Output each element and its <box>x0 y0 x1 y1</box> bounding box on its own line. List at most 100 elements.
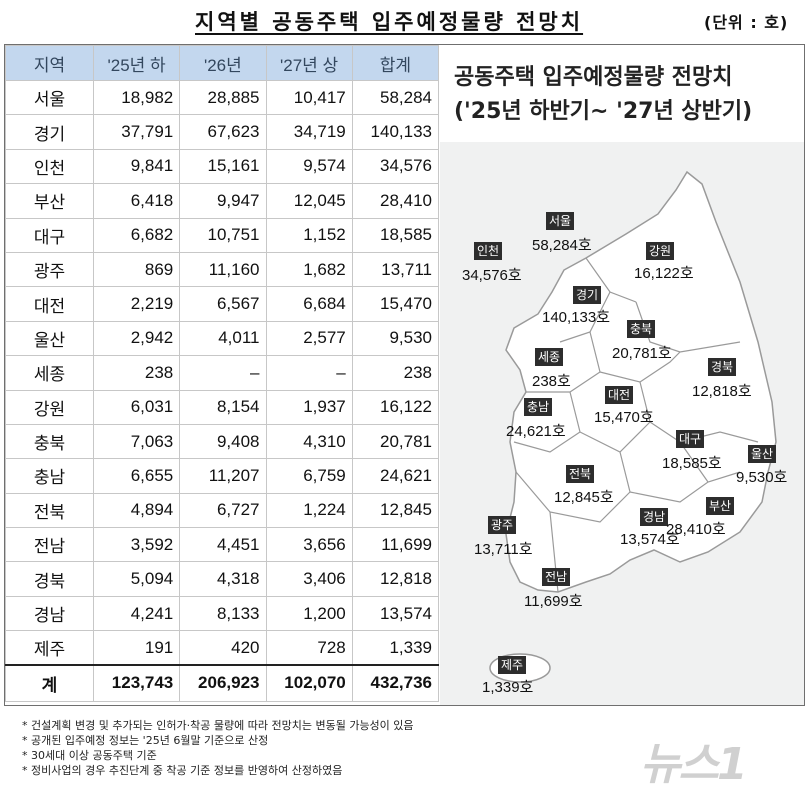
map-region-value: 13,711호 <box>474 541 533 558</box>
cell-value: 12,045 <box>265 183 353 219</box>
cell-value: 18,982 <box>92 79 181 116</box>
cell-value: 28,885 <box>179 79 267 116</box>
cell-value: 6,684 <box>265 286 353 322</box>
cell-region: 대구 <box>5 217 94 253</box>
cell-region: 경남 <box>5 595 94 632</box>
cell-value: 869 <box>92 251 181 288</box>
cell-value: 1,339 <box>351 630 440 666</box>
cell-region: 광주 <box>5 251 94 288</box>
cell-value: 20,781 <box>351 423 440 460</box>
cell-value: 9,947 <box>179 183 267 219</box>
cell-value: 4,241 <box>92 595 181 632</box>
table-row: 충남 6,655 11,207 6,759 24,621 <box>5 458 440 494</box>
table-row: 전북 4,894 6,727 1,224 12,845 <box>5 492 440 529</box>
cell-value: 34,719 <box>265 114 353 150</box>
map-region-label: 광주 <box>488 516 517 534</box>
map-region-label: 전북 <box>566 465 595 483</box>
map-region-value: 13,574호 <box>620 531 680 548</box>
cell-value: 2,219 <box>92 286 181 322</box>
cell-value: 9,574 <box>265 148 353 185</box>
table-total-row: 계 123,743 206,923 102,070 432,736 <box>5 664 440 702</box>
cell-value: 16,122 <box>351 389 440 425</box>
header-s27: '27년 상 <box>265 45 353 81</box>
map-region-label: 경남 <box>640 508 669 526</box>
map-region-label: 대전 <box>605 386 634 404</box>
map-region-label: 경북 <box>708 358 737 376</box>
cell-value: 9,530 <box>351 320 440 357</box>
cell-region: 계 <box>5 664 94 702</box>
cell-value: 1,224 <box>265 492 353 529</box>
cell-value: 191 <box>92 630 181 666</box>
cell-value: 12,845 <box>351 492 440 529</box>
cell-value: 3,406 <box>265 561 353 597</box>
cell-value: 6,655 <box>92 458 181 494</box>
map-region-label: 전남 <box>542 568 571 586</box>
cell-value: 11,207 <box>179 458 267 494</box>
cell-value: 67,623 <box>179 114 267 150</box>
cell-region: 강원 <box>5 389 94 425</box>
map-region-value: 15,470호 <box>594 409 654 426</box>
map-region-value: 12,818호 <box>692 383 752 400</box>
table-row: 경남 4,241 8,133 1,200 13,574 <box>5 595 440 632</box>
table-row: 대구 6,682 10,751 1,152 18,585 <box>5 217 440 253</box>
cell-value: 1,682 <box>265 251 353 288</box>
table-row: 충북 7,063 9,408 4,310 20,781 <box>5 423 440 460</box>
table-row: 인천 9,841 15,161 9,574 34,576 <box>5 148 440 185</box>
cell-value: 4,011 <box>179 320 267 357</box>
cell-value: 37,791 <box>92 114 181 150</box>
map-region-value: 16,122호 <box>634 265 694 282</box>
unit-label: (단위 : 호) <box>704 13 789 32</box>
table-row: 세종 238– –238 <box>5 355 440 391</box>
table-row: 경기 37,791 67,623 34,719 140,133 <box>5 114 440 150</box>
map-title: 공동주택 입주예정물량 전망치 <box>454 65 733 90</box>
table-row: 강원 6,031 8,154 1,937 16,122 <box>5 389 440 425</box>
header-y26: '26년 <box>179 45 267 81</box>
cell-value: 3,656 <box>265 527 353 563</box>
cell-value: 10,751 <box>179 217 267 253</box>
cell-value: 6,031 <box>92 389 181 425</box>
cell-value: 13,711 <box>351 251 440 288</box>
cell-value: 432,736 <box>351 664 440 702</box>
map-region-label: 강원 <box>646 242 675 260</box>
cell-value: 728 <box>265 630 353 666</box>
header-h25: '25년 하 <box>92 45 181 81</box>
cell-value: 4,318 <box>179 561 267 597</box>
map-subtitle: ('25년 하반기~ '27년 상반기) <box>454 99 753 124</box>
footnote: * 공개된 입주예정 정보는 '25년 6월말 기준으로 산정 <box>22 734 269 747</box>
cell-value: 9,841 <box>92 148 181 185</box>
table-row: 광주 869 11,160 1,682 13,711 <box>5 251 440 288</box>
cell-region: 제주 <box>5 630 94 666</box>
cell-value: 11,160 <box>179 251 267 288</box>
table-row: 대전 2,219 6,567 6,684 15,470 <box>5 286 440 322</box>
cell-value: 6,418 <box>92 183 181 219</box>
cell-region: 경기 <box>5 114 94 150</box>
map-region-value: 24,621호 <box>506 423 566 440</box>
cell-value: 34,576 <box>351 148 440 185</box>
cell-value: 13,574 <box>351 595 440 632</box>
cell-value: 3,592 <box>92 527 181 563</box>
map-region-value: 140,133호 <box>542 309 611 326</box>
table-row: 울산 2,942 4,011 2,577 9,530 <box>5 320 440 357</box>
map-region-label: 제주 <box>498 656 527 674</box>
cell-value: 123,743 <box>92 664 181 702</box>
header-total: 합계 <box>351 45 440 81</box>
footnote: * 건설계획 변경 및 추가되는 인허가·착공 물량에 따라 전망치는 변동될 … <box>22 719 414 732</box>
cell-value: 238 <box>351 355 440 391</box>
cell-value: 2,577 <box>265 320 353 357</box>
cell-value: 15,161 <box>179 148 267 185</box>
cell-region: 충북 <box>5 423 94 460</box>
cell-value: 15,470 <box>351 286 440 322</box>
cell-region: 울산 <box>5 320 94 357</box>
map-region-value: 238호 <box>532 373 571 390</box>
table-row: 전남 3,592 4,451 3,656 11,699 <box>5 527 440 563</box>
map-region-label: 부산 <box>706 497 735 515</box>
news1-logo: 뉴스1 <box>640 739 748 790</box>
cell-region: 부산 <box>5 183 94 219</box>
cell-value: 28,410 <box>351 183 440 219</box>
cell-value: – <box>265 355 353 391</box>
map-region-label: 충남 <box>524 398 553 416</box>
map-region-value: 58,284호 <box>532 237 592 254</box>
table-body: 서울 18,982 28,885 10,417 58,284 경기 37,791 67,623… <box>5 79 440 702</box>
cell-value: 6,759 <box>265 458 353 494</box>
map-region-label: 서울 <box>546 212 575 230</box>
